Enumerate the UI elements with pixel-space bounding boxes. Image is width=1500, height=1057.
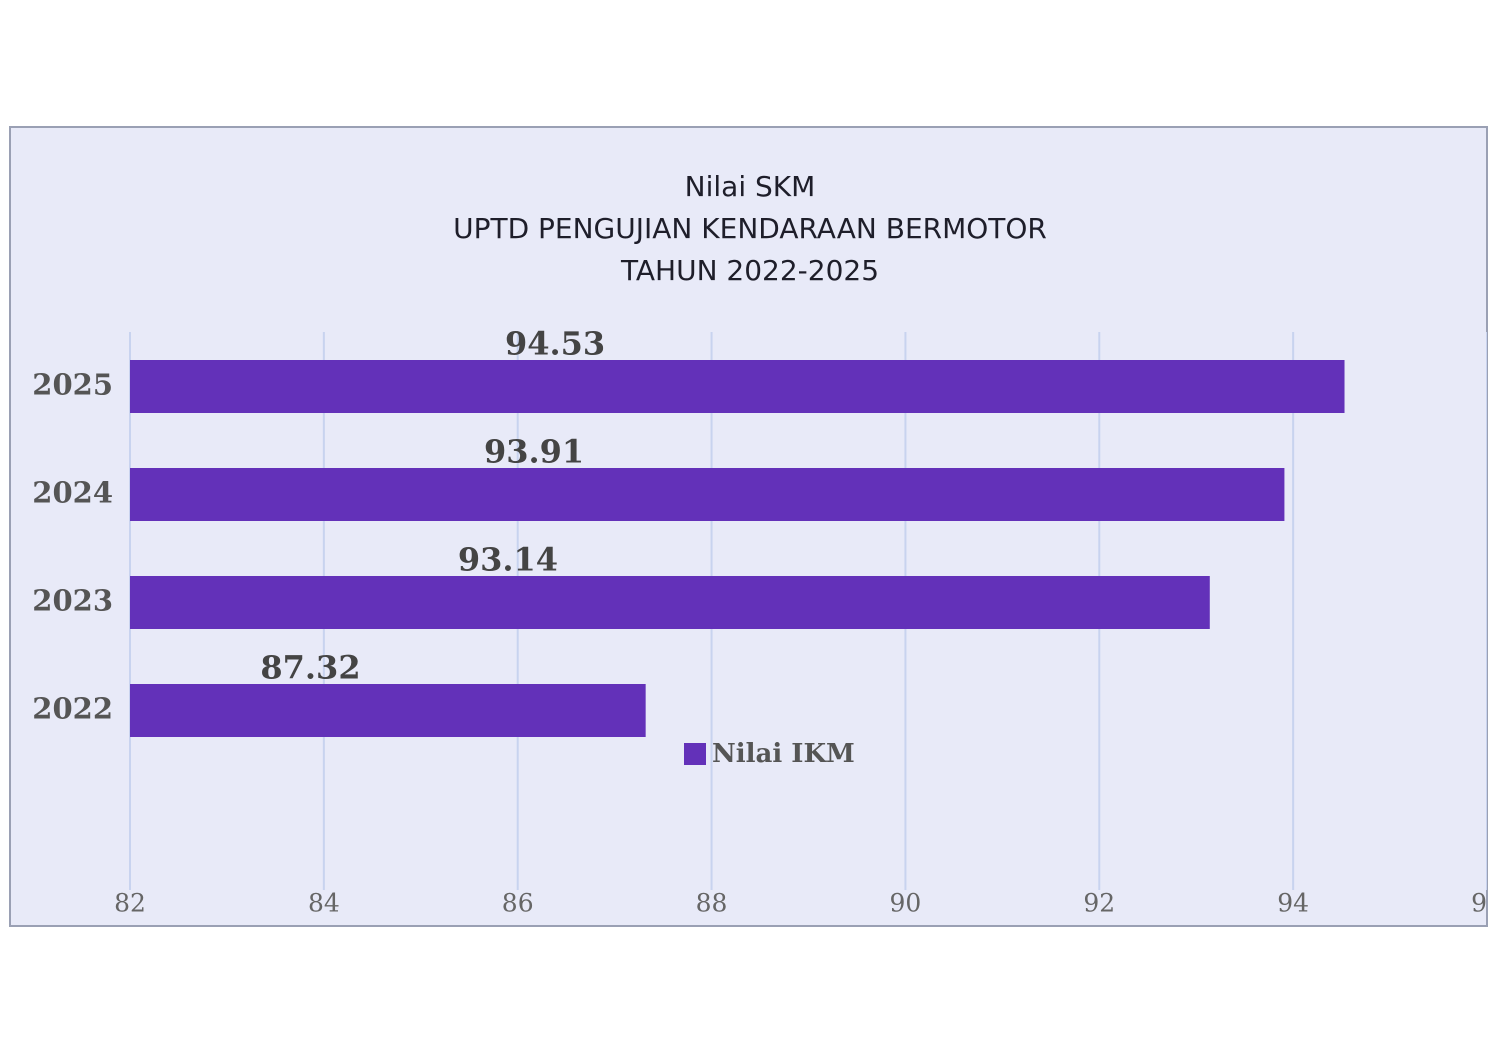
bar [130, 576, 1210, 629]
bar [130, 684, 646, 737]
bar [130, 360, 1345, 413]
x-tick-label: 92 [1083, 889, 1115, 918]
value-label: 94.53 [505, 325, 605, 363]
plot-area: 82 84 86 88 90 92 94 96 94.53 2025 93.91 2024 93.14 2… [32, 325, 1500, 918]
y-tick-label: 2024 [32, 476, 113, 510]
x-tick-label: 88 [696, 889, 728, 918]
y-tick-label: 2023 [32, 584, 113, 618]
bar [130, 468, 1285, 521]
x-tick-label: 90 [890, 889, 922, 918]
chart-title: UPTD PENGUJIAN KENDARAAN BERMOTOR [453, 212, 1047, 245]
legend-swatch [684, 743, 706, 765]
chart-frame [9, 126, 1488, 927]
chart-title: Nilai SKM [685, 170, 816, 203]
x-tick-label: 86 [502, 889, 534, 918]
x-tick-label: 84 [308, 889, 340, 918]
x-tick-label: 96 [1471, 889, 1500, 918]
value-label: 93.14 [458, 541, 558, 579]
chart-title: TAHUN 2022-2025 [620, 254, 879, 287]
y-tick-label: 2022 [32, 692, 113, 726]
value-label: 93.91 [484, 433, 584, 471]
legend-label: Nilai IKM [712, 739, 855, 769]
y-tick-label: 2025 [32, 368, 113, 402]
x-tick-label: 82 [114, 889, 146, 918]
x-tick-label: 94 [1277, 889, 1309, 918]
value-label: 87.32 [260, 649, 360, 687]
